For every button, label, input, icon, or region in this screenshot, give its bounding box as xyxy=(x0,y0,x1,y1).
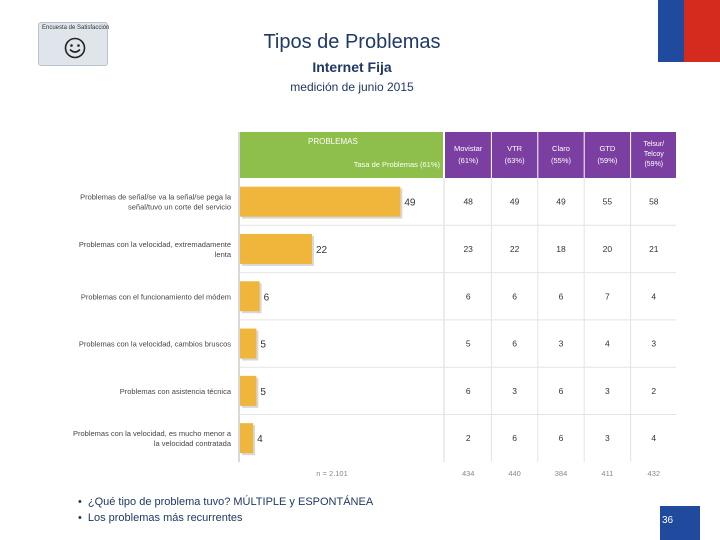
company-value: 49 xyxy=(510,197,520,207)
company-rate: (59%) xyxy=(597,156,618,165)
company-value: 21 xyxy=(649,244,659,254)
category-label-line: señal/tuvo un corte del servicio xyxy=(128,203,231,212)
page-subtitle: Internet Fija xyxy=(312,59,392,75)
header-problems-block xyxy=(240,132,443,178)
company-value: 5 xyxy=(466,339,471,349)
company-value: 3 xyxy=(559,339,564,349)
survey-badge: Encuesta de Satisfacción xyxy=(38,22,110,66)
bullet-question-text: ¿Qué tipo de problema tuvo? MÚLTIPLE y E… xyxy=(87,496,374,508)
bullet-note-text: Los problemas más recurrentes xyxy=(87,512,243,524)
company-name: Movistar xyxy=(454,144,483,153)
bullet-list: • ¿Qué tipo de problema tuvo? MÚLTIPLE y … xyxy=(78,496,373,528)
smiley-icon xyxy=(64,37,86,59)
company-n-label: 432 xyxy=(648,469,661,478)
category-label-line: Problemas con la velocidad, extremadamen… xyxy=(79,240,231,249)
bar xyxy=(240,186,401,217)
company-value: 55 xyxy=(603,197,613,207)
company-name: GTD xyxy=(599,144,615,153)
bar xyxy=(240,423,254,454)
bar-value-label: 4 xyxy=(257,434,263,445)
company-rate: (55%) xyxy=(551,156,572,165)
flag-blue-stripe xyxy=(658,0,684,62)
company-value: 4 xyxy=(651,433,656,443)
company-value: 18 xyxy=(556,244,566,254)
badge-label: Encuesta de Satisfacción xyxy=(42,25,110,31)
company-value: 3 xyxy=(605,433,610,443)
bar xyxy=(240,281,260,312)
category-label-line: la velocidad contratada xyxy=(154,439,232,448)
company-value: 3 xyxy=(605,386,610,396)
category-label-line: Problemas con la velocidad, cambios brus… xyxy=(79,340,231,349)
category-label-line: Problemas de señal/se va la señal/se peg… xyxy=(80,193,232,202)
company-value: 6 xyxy=(559,386,564,396)
category-label-line: Problemas con el funcionamiento del móde… xyxy=(81,292,231,301)
company-value: 6 xyxy=(559,433,564,443)
bullet-note: • Los problemas más recurrentes xyxy=(78,512,243,524)
company-value: 22 xyxy=(510,244,520,254)
company-value: 6 xyxy=(466,291,471,301)
company-header-line: Telsur/ xyxy=(643,141,664,148)
company-value: 20 xyxy=(603,244,613,254)
bar-value-label: 22 xyxy=(316,245,328,256)
bar xyxy=(240,233,312,264)
company-name: Claro xyxy=(552,144,570,153)
company-value: 6 xyxy=(559,291,564,301)
company-n-label: 434 xyxy=(462,469,475,478)
company-name: VTR xyxy=(507,144,523,153)
bar-value-label: 5 xyxy=(260,387,266,398)
company-value: 6 xyxy=(466,386,471,396)
bar xyxy=(240,375,257,406)
header-problems-rate: Tasa de Problemas (61%) xyxy=(354,160,441,169)
company-value: 3 xyxy=(512,386,517,396)
bullet-question: • ¿Qué tipo de problema tuvo? MÚLTIPLE y … xyxy=(78,496,374,508)
company-n-label: 384 xyxy=(555,469,568,478)
company-rate: (63%) xyxy=(505,156,526,165)
company-n-label: 411 xyxy=(601,469,613,478)
company-header-line: Telcoy xyxy=(644,151,664,158)
company-value: 3 xyxy=(651,339,656,349)
bar-value-label: 5 xyxy=(260,340,266,351)
company-value: 4 xyxy=(605,339,610,349)
company-value: 23 xyxy=(463,244,473,254)
page-number: 36 xyxy=(660,506,700,540)
company-value: 6 xyxy=(512,433,517,443)
measurement-date: medición de junio 2015 xyxy=(290,80,414,94)
company-header-line: (59%) xyxy=(644,161,663,168)
company-value: 48 xyxy=(463,197,473,207)
company-rate: (61%) xyxy=(458,156,479,165)
page-title: Tipos de Problemas xyxy=(263,31,441,53)
bar xyxy=(240,328,257,359)
total-n-label: n = 2.101 xyxy=(316,469,348,478)
company-value: 58 xyxy=(649,197,659,207)
company-n-label: 440 xyxy=(508,469,521,478)
company-value: 6 xyxy=(512,291,517,301)
company-value: 4 xyxy=(651,291,656,301)
category-label-line: lenta xyxy=(215,250,232,259)
category-label-line: Problemas con asistencia técnica xyxy=(120,387,232,396)
flag-red-stripe xyxy=(684,0,720,62)
company-value: 49 xyxy=(556,197,566,207)
bar-value-label: 6 xyxy=(264,292,270,303)
company-value: 2 xyxy=(651,386,656,396)
company-value: 6 xyxy=(512,339,517,349)
company-value: 2 xyxy=(466,433,471,443)
company-value: 7 xyxy=(605,291,610,301)
header-problems-title: PROBLEMAS xyxy=(308,137,358,146)
bar-value-label: 49 xyxy=(404,198,416,209)
header-companies-block xyxy=(445,132,676,178)
category-label-line: Problemas con la velocidad, es mucho men… xyxy=(73,429,232,438)
